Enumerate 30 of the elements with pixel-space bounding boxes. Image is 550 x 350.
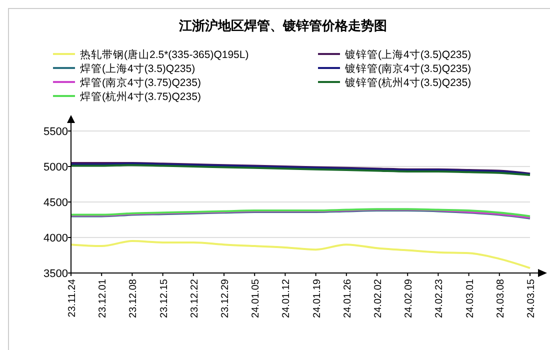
- x-tick-label: 24.03.15: [526, 278, 537, 318]
- x-tick-label: 24.03.08: [495, 278, 506, 318]
- x-tick-label: 24.01.05: [250, 278, 262, 318]
- y-tick-label: 5500: [44, 126, 68, 138]
- y-tick-label: 5000: [44, 162, 68, 174]
- x-tick-label: 23.12.22: [189, 278, 200, 318]
- legend-label: 焊管(杭州4寸(3.75)Q235): [80, 90, 201, 103]
- legend-label: 镀锌管(上海4寸(3.5)Q235): [344, 48, 472, 61]
- x-tick-label: 23.12.01: [98, 278, 109, 318]
- legend-label: 热轧带钢(唐山2.5*(335-365)Q195L): [80, 48, 249, 61]
- x-tick-label: 24.01.26: [342, 278, 354, 318]
- legend-label: 焊管(南京4寸(3.75)Q235): [80, 76, 201, 89]
- line-series: [70, 240, 531, 270]
- legend-label: 镀锌管(南京4寸(3.5)Q235): [344, 62, 472, 75]
- x-tick-label: 23.12.15: [158, 278, 170, 318]
- x-tick-label: 24.03.01: [464, 278, 476, 318]
- x-tick-label: 24.02.02: [373, 278, 384, 318]
- x-tick-label: 23.12.29: [220, 278, 231, 318]
- y-tick-label: 4500: [44, 197, 68, 209]
- x-tick-label: 24.02.09: [404, 278, 415, 318]
- y-tick-label: 4000: [44, 232, 68, 244]
- legend-label: 焊管(上海4寸(3.5)Q235): [80, 62, 196, 75]
- legend-label: 镀锌管(杭州4寸(3.5)Q235): [344, 76, 472, 89]
- chart-title: 江浙沪地区焊管、镀锌管价格走势图: [178, 18, 387, 33]
- x-tick-label: 24.01.19: [312, 278, 323, 318]
- x-tick-label: 23.11.24: [67, 278, 78, 318]
- x-tick-label: 23.12.08: [128, 278, 140, 318]
- x-tick-label: 24.02.23: [434, 278, 446, 318]
- x-tick-label: 24.01.12: [281, 278, 292, 318]
- y-tick-label: 3500: [44, 268, 68, 280]
